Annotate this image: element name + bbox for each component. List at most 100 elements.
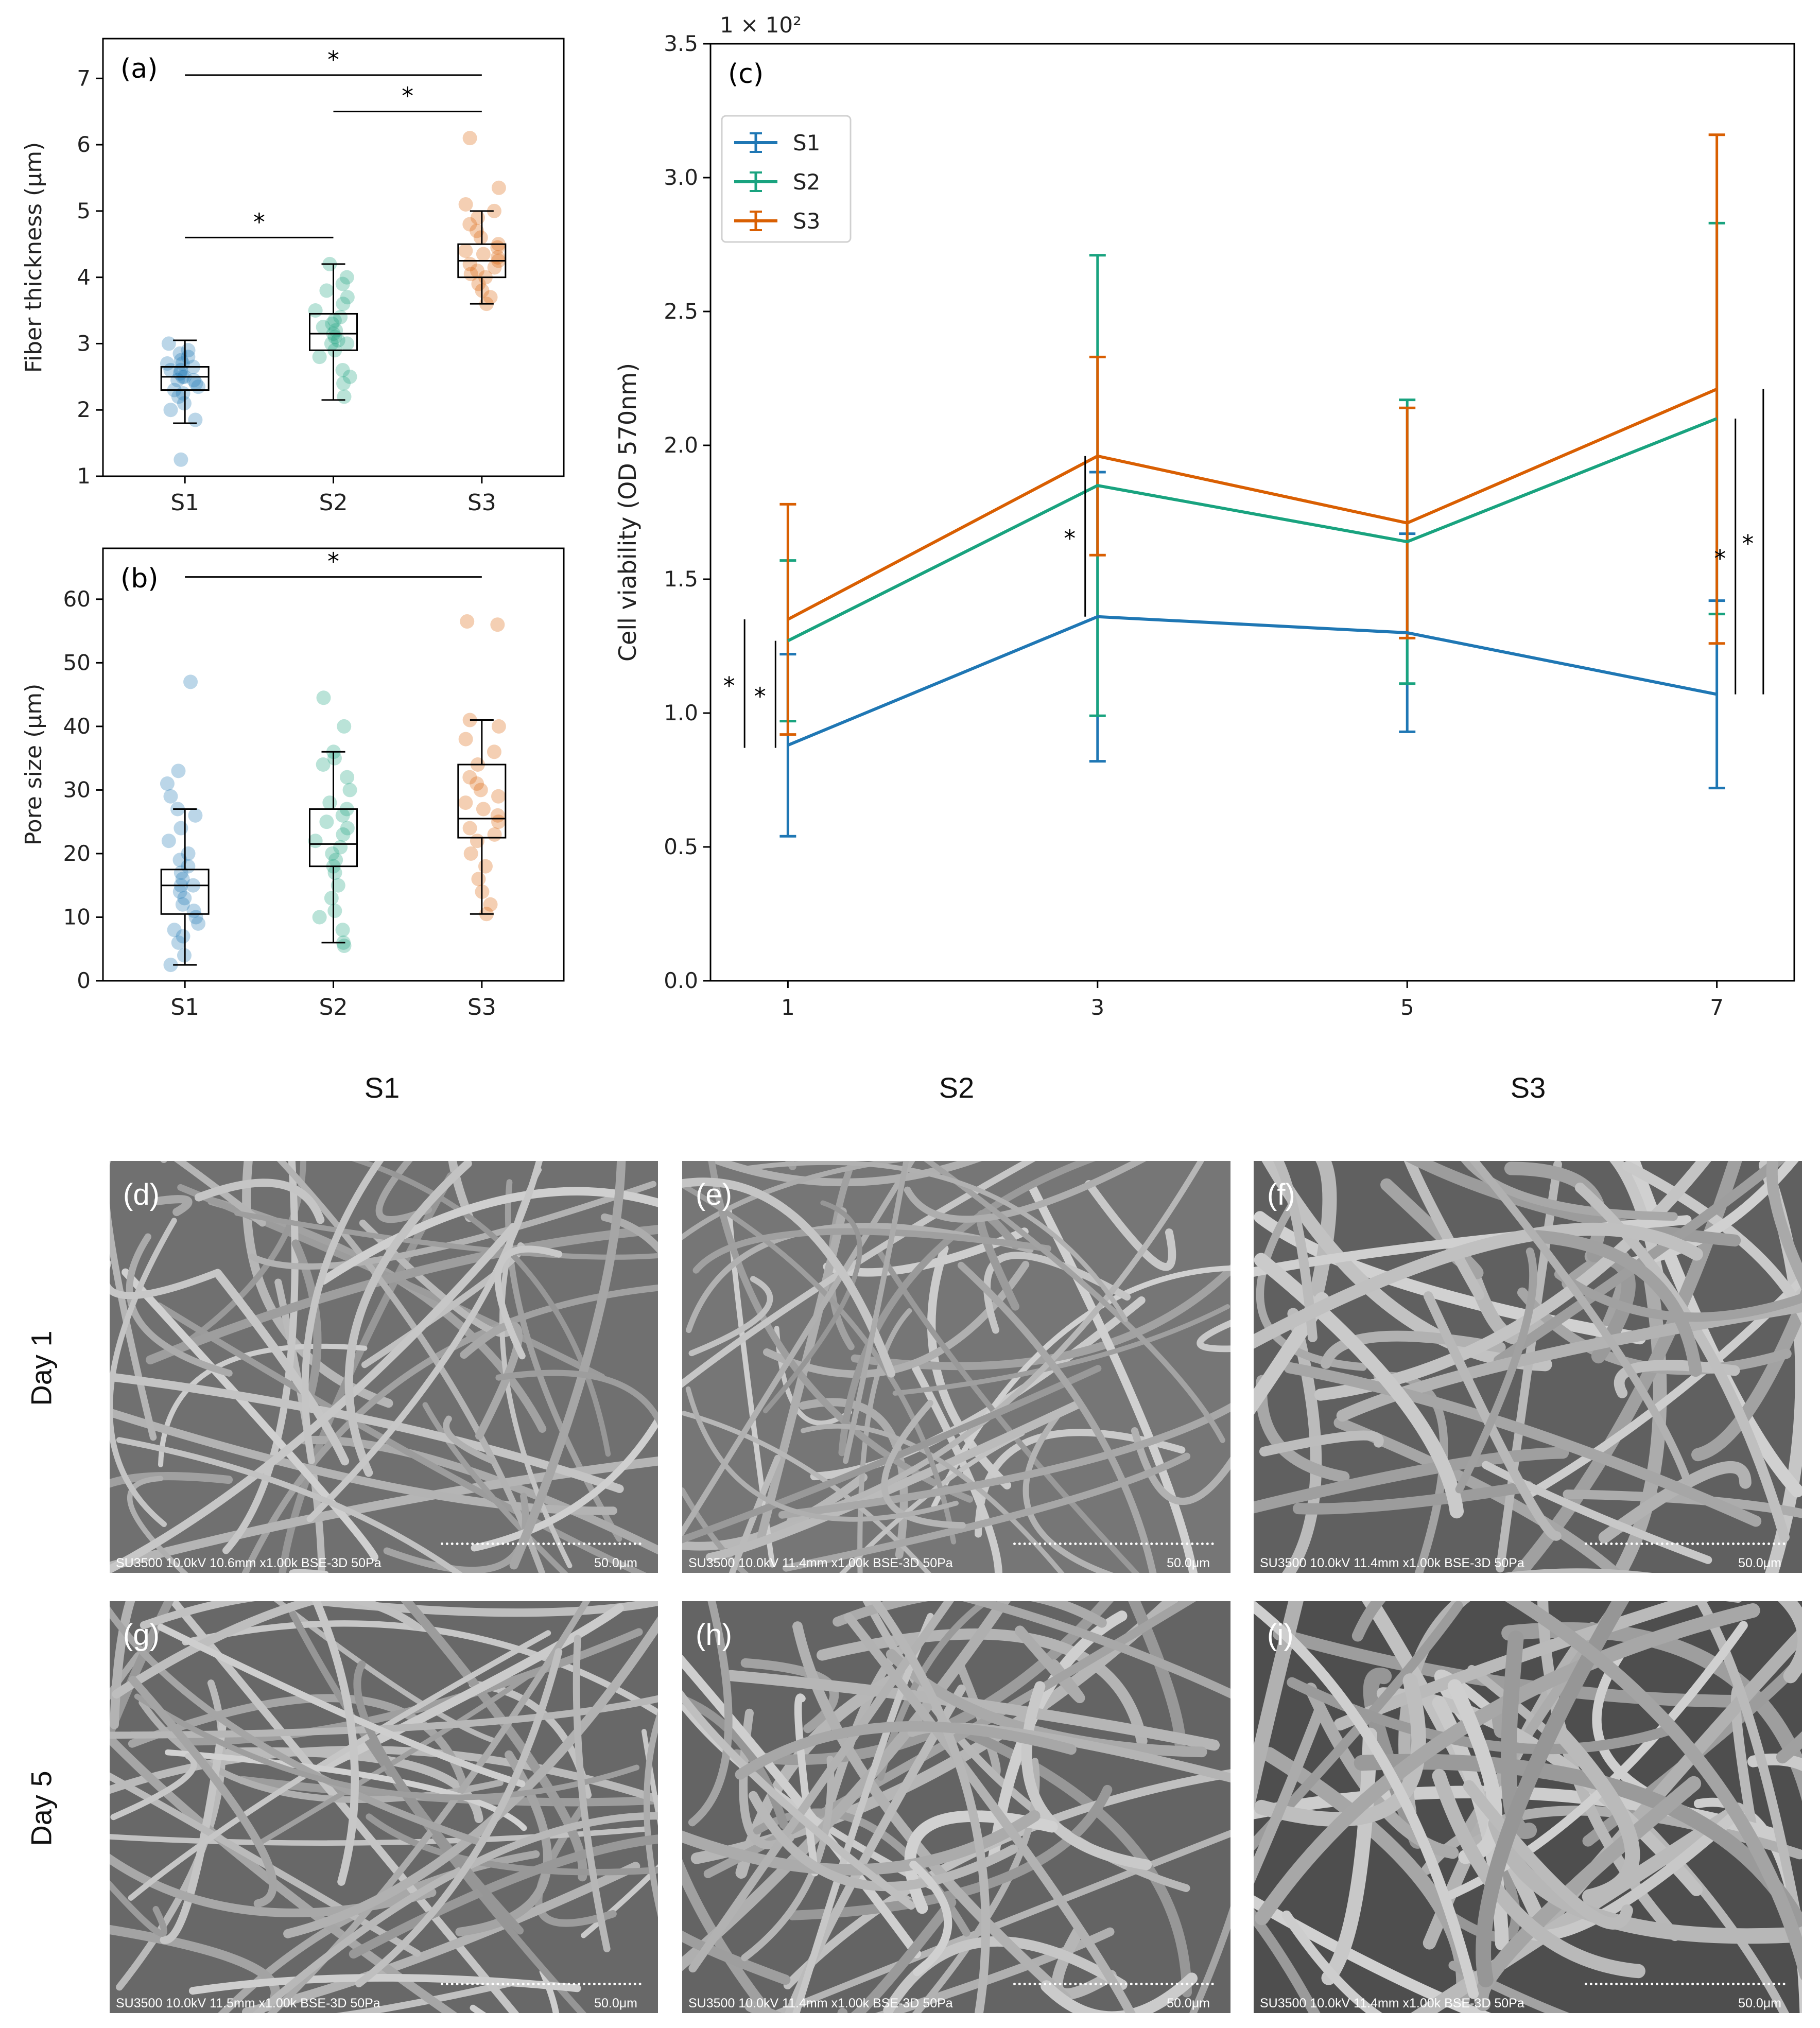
plot-a-data-point (340, 336, 355, 351)
plot-a-data-point (336, 376, 351, 391)
plot-a-data-point (171, 389, 186, 404)
plot-b-data-point (463, 846, 478, 861)
sem-metadata-text: SU3500 10.0kV 11.4mm x1.00k BSE-3D 50Pa (1260, 1996, 1524, 2010)
plot-a-data-point (325, 316, 340, 331)
plot-b-data-point (490, 617, 505, 632)
plot-b-data-point (491, 719, 506, 734)
plot-b-ytick-label: 10 (63, 904, 91, 929)
sem-micrograph (110, 1601, 658, 2013)
sem-column-label-s1: S1 (364, 1071, 400, 1104)
plot-c-legend-box (721, 115, 852, 243)
plot-c-ylabel: Cell viability (OD 570nm) (614, 363, 642, 662)
plot-a-panel-label: (a) (120, 54, 158, 84)
figure-charts: 1 2 3 4 5 6 7 Fiber thickness (μm) (a) S1 S2 S3 * * * 0… (21, 12, 1795, 1020)
plot-b-ytick-label: 20 (63, 841, 91, 866)
plot-a-box-S1 (160, 366, 210, 391)
plot-a-data-point (324, 336, 339, 351)
plot-c-series-line-S1 (787, 615, 1718, 747)
plot-a-data-point (487, 203, 501, 218)
plot-b-data-point (327, 904, 342, 918)
plot-c-ytick-label: 1.0 (664, 700, 698, 725)
plot-b-data-point (188, 808, 203, 823)
plot-b-data-point (160, 776, 175, 791)
plot-a-data-point (331, 333, 345, 348)
plot-c-ytick-label: 0.0 (664, 968, 698, 993)
plot-b-data-point (177, 891, 192, 906)
sem-panel-label: (g) (123, 1618, 160, 1652)
plot-a-ytick-label: 3 (77, 331, 91, 356)
plot-c-ytick-label: 2.5 (664, 299, 698, 324)
plot-b-data-point (458, 732, 473, 747)
plot-b-data-point (322, 795, 337, 810)
sem-panel-d: (d) SU3500 10.0kV 10.6mm x1.00k BSE-3D 50… (110, 1161, 658, 1573)
plot-b-data-point (172, 885, 187, 899)
plot-a-ytick-label: 4 (77, 265, 91, 290)
plot-c-significance-star: * (1064, 525, 1076, 552)
plot-a-significance-star: * (253, 208, 265, 236)
plot-c-xtick-label: 3 (1090, 995, 1104, 1020)
plot-a-ytick-label: 7 (77, 65, 91, 91)
plot-b-data-point (460, 614, 475, 629)
plot-c-significance-star: * (1714, 545, 1726, 573)
sem-scale-bar (441, 1542, 642, 1548)
plot-a-data-point (490, 240, 505, 255)
plot-a-data-point (339, 270, 354, 285)
plot-b-data-point (316, 757, 331, 772)
plot-a-data-point (476, 247, 491, 262)
sem-scale-text: 50.0μm (1738, 1556, 1781, 1570)
sem-scale-bar (441, 1983, 642, 1988)
plot-a-data-point (335, 276, 350, 291)
plot-b-data-point (316, 690, 331, 705)
plot-b-significance-star: * (327, 548, 339, 576)
plot-a-data-point (487, 260, 502, 275)
sem-panel-f: (f) SU3500 10.0kV 11.4mm x1.00k BSE-3D 50… (1254, 1161, 1802, 1573)
plot-c-ytick-label: 0.5 (664, 834, 698, 859)
sem-panel-label: (i) (1267, 1618, 1294, 1652)
plot-b-data-point (462, 770, 477, 785)
plot-b-data-point (487, 744, 501, 759)
plot-b-data-point (327, 865, 342, 880)
plot-b-data-point (175, 872, 190, 887)
plot-a-xtick-label: S3 (467, 490, 496, 516)
sem-panel-g: (g) SU3500 10.0kV 11.5mm x1.00k BSE-3D 50… (110, 1601, 658, 2013)
plot-a-data-point (470, 210, 485, 225)
plot-a-box-S2 (309, 313, 358, 351)
plot-a-ytick-label: 5 (77, 198, 91, 223)
sem-row-label-day5: Day 5 (25, 1771, 58, 1846)
plot-a-data-point (174, 452, 188, 467)
plot-c-significance-star: * (754, 683, 766, 710)
plot-b-data-point (175, 897, 190, 912)
plot-b-data-point (167, 923, 182, 938)
plot-a-data-point (181, 343, 196, 358)
plot-a-data-point (473, 230, 488, 245)
plot-a-data-point (462, 131, 477, 146)
sem-metadata-text: SU3500 10.0kV 11.4mm x1.00k BSE-3D 50Pa (688, 1996, 953, 2010)
plot-b-data-point (491, 789, 506, 804)
sem-micrograph (1254, 1601, 1802, 2013)
plot-a-data-point (340, 290, 355, 305)
sem-row-label-day1: Day 1 (25, 1330, 58, 1406)
plot-b-data-point (335, 923, 350, 938)
plot-c-xtick-label: 1 (781, 995, 795, 1020)
plot-a-ylabel: Fiber thickness (μm) (21, 142, 47, 373)
plot-b-data-point (462, 821, 477, 836)
plot-b-ytick-label: 40 (63, 714, 91, 739)
plot-a-ytick-label: 1 (77, 463, 91, 489)
plot-a-data-point (327, 313, 342, 328)
plot-c-series-line-S2 (787, 417, 1718, 643)
sem-metadata-text: SU3500 10.0kV 10.6mm x1.00k BSE-3D 50Pa (116, 1556, 382, 1570)
sem-scale-bar (1585, 1542, 1786, 1548)
plot-b-data-point (319, 814, 334, 829)
plot-a-data-point (336, 297, 351, 311)
plot-b-panel-label: (b) (120, 563, 159, 594)
plot-a-data-point (342, 369, 357, 384)
plot-b-xtick-label: S3 (467, 994, 496, 1020)
plot-b-data-point (487, 827, 502, 842)
plot-c-xtick-label: 5 (1400, 995, 1414, 1020)
plot-b-data-point (327, 751, 342, 766)
sem-scale-text: 50.0μm (594, 1996, 637, 2010)
plot-a-data-point (337, 389, 352, 404)
plot-b-data-point (174, 821, 188, 836)
sem-micrograph (110, 1161, 658, 1573)
plot-a-xtick-label: S2 (319, 490, 348, 516)
